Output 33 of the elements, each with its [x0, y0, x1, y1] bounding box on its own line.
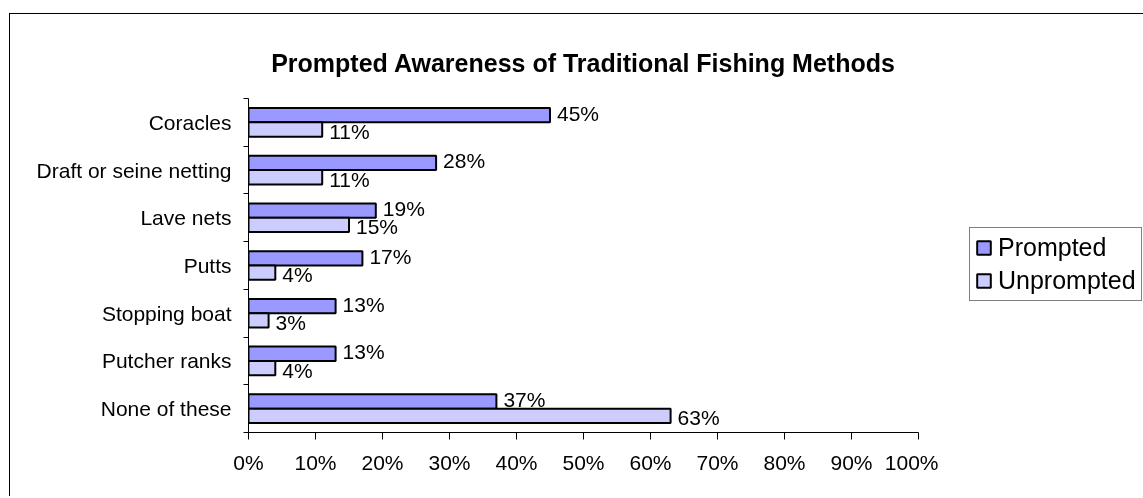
data-label: 63% [677, 406, 720, 430]
data-label: 4% [282, 263, 313, 287]
x-tick-label: 70% [696, 450, 739, 474]
data-label: 11% [329, 167, 370, 191]
x-tick-label: 100% [884, 450, 939, 474]
y-tick-label: Stopping boat [101, 301, 232, 325]
x-tick-label: 20% [361, 450, 404, 474]
data-label: 17% [369, 244, 412, 268]
data-label: 28% [443, 149, 486, 173]
x-tick-label: 40% [495, 450, 538, 474]
x-tick-label: 0% [233, 450, 264, 474]
x-tick-label: 50% [562, 450, 605, 474]
y-tick-label: Putcher ranks [101, 349, 232, 373]
y-tick-label: Coracles [148, 110, 232, 134]
y-tick-label: Putts [183, 254, 232, 277]
y-tick-label: Lave nets [140, 206, 232, 230]
data-label: 37% [503, 387, 546, 411]
data-label: 4% [282, 358, 313, 382]
data-label: 3% [275, 310, 306, 334]
data-label: 11% [329, 120, 370, 144]
x-tick-label: 80% [763, 450, 806, 474]
legend-label: Unprompted [998, 266, 1136, 295]
y-tick-label: None of these [100, 397, 232, 421]
data-label: 13% [342, 292, 385, 316]
y-tick-label: Draft or seine netting [36, 158, 232, 182]
x-tick-label: 60% [629, 450, 672, 474]
legend-label: Prompted [998, 233, 1107, 262]
data-label: 13% [342, 340, 385, 364]
data-label: 45% [557, 101, 600, 125]
chart-title: Prompted Awareness of Traditional Fishing Methods [271, 49, 895, 77]
x-tick-label: 90% [830, 450, 873, 474]
x-tick-label: 10% [294, 450, 337, 474]
x-tick-label: 30% [428, 450, 471, 474]
